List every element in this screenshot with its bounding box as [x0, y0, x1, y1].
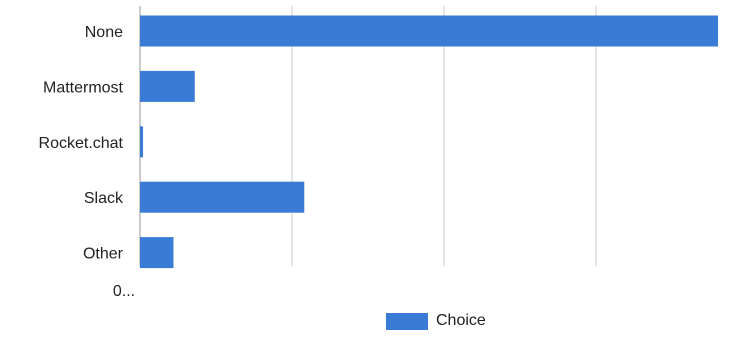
category-label: Other: [83, 246, 124, 263]
legend: Choice: [386, 312, 486, 330]
bar-rocket-chat: [140, 126, 144, 158]
category-label: Mattermost: [43, 79, 124, 96]
x-tick-label: 0...: [113, 283, 135, 300]
category-label: Slack: [84, 190, 124, 207]
category-label: Rocket.chat: [39, 135, 124, 152]
legend-swatch: [386, 312, 428, 330]
bar-none: [140, 15, 718, 47]
category-label: None: [85, 24, 123, 41]
bar-other: [140, 237, 174, 269]
legend-label: Choice: [436, 312, 486, 329]
bar-mattermost: [140, 70, 195, 102]
bar-slack: [140, 181, 305, 213]
